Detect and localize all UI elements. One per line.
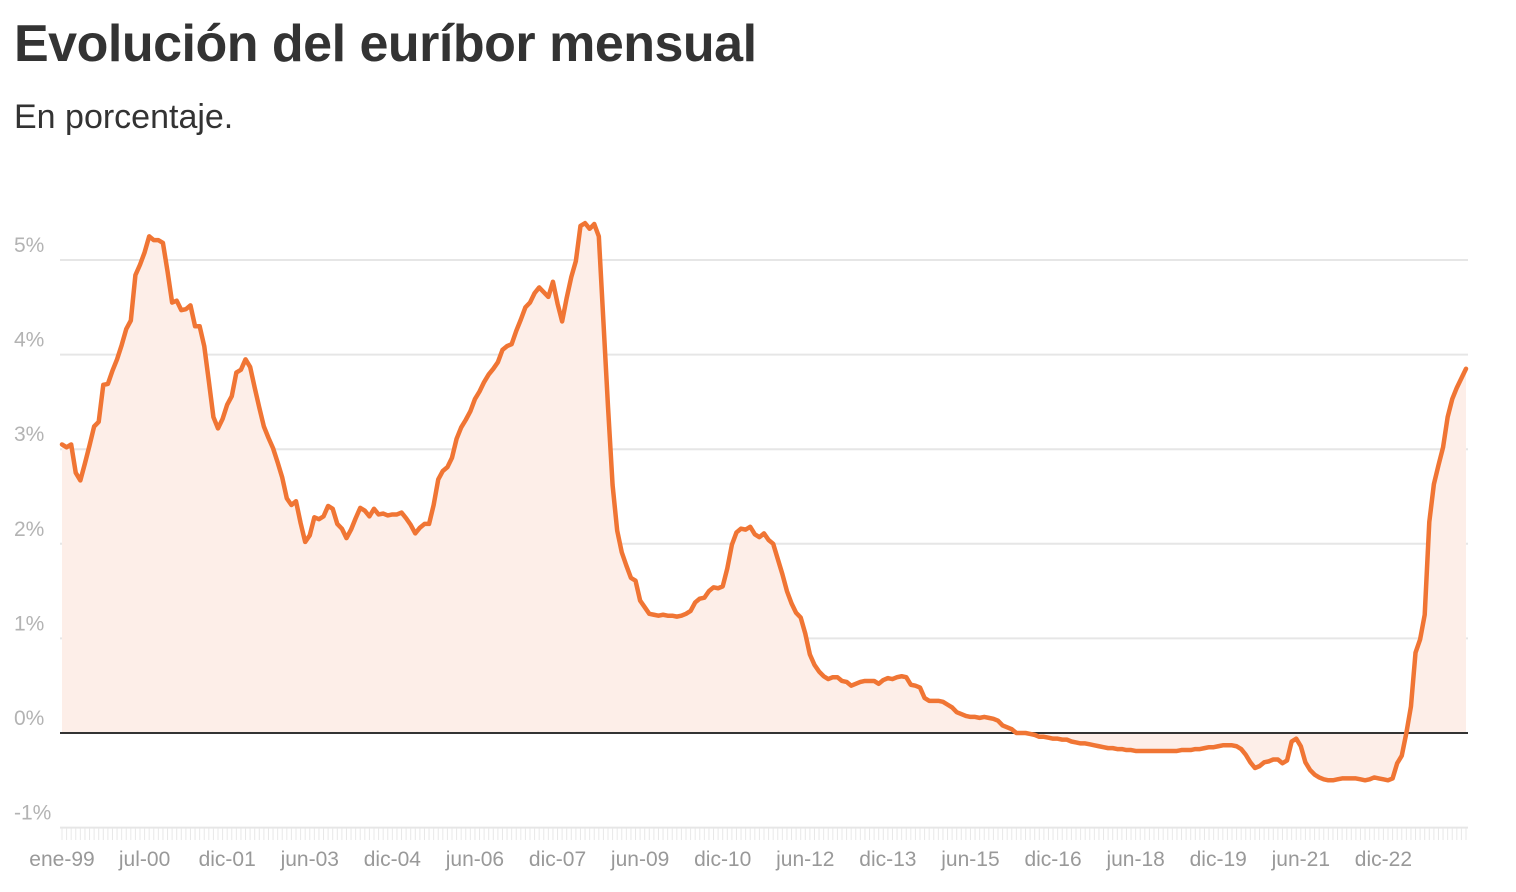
x-tick-label: dic-19 (1190, 848, 1247, 871)
x-tick-label: jun-15 (940, 848, 999, 871)
x-tick-label: jun-21 (1271, 848, 1330, 871)
y-tick-label: 5% (14, 234, 44, 257)
x-tick-label: jul-00 (118, 848, 170, 871)
x-tick-label: dic-13 (859, 848, 916, 871)
x-tick-label: ene-99 (29, 848, 94, 871)
x-tick-label: dic-10 (694, 848, 751, 871)
x-axis-tick-labels: ene-99 jul-00 dic-01 jun-03 dic-04 jun-06 dic-… (29, 848, 1412, 871)
y-tick-label: 2% (14, 518, 44, 541)
chart-title: Evolución del euríbor mensual (14, 15, 757, 73)
y-tick-label: -1% (14, 802, 51, 825)
x-axis-minor-ticks (61, 828, 1467, 840)
x-tick-label: jun-09 (610, 848, 669, 871)
x-tick-label: jun-18 (1105, 848, 1164, 871)
series-line-group (59, 220, 1469, 783)
y-tick-label: 3% (14, 423, 44, 446)
x-tick-label: dic-04 (364, 848, 422, 871)
x-tick-label: jun-03 (280, 848, 339, 871)
x-tick-label: dic-07 (529, 848, 586, 871)
x-tick-label: dic-01 (199, 848, 256, 871)
x-tick-label: dic-16 (1024, 848, 1081, 871)
x-tick-label: dic-22 (1355, 848, 1412, 871)
chart-subtitle: En porcentaje. (14, 98, 234, 136)
y-tick-label: 0% (14, 707, 44, 730)
y-tick-label: 4% (14, 329, 44, 352)
series-line (59, 220, 1469, 783)
area-fill-group (62, 223, 1466, 781)
x-tick-label: jun-12 (775, 848, 834, 871)
area-fill (62, 223, 1466, 781)
y-axis-tick-labels: -1% 0% 1% 2% 3% 4% 5% (14, 234, 51, 825)
x-tick-label: jun-06 (445, 848, 504, 871)
y-tick-label: 1% (14, 612, 44, 635)
